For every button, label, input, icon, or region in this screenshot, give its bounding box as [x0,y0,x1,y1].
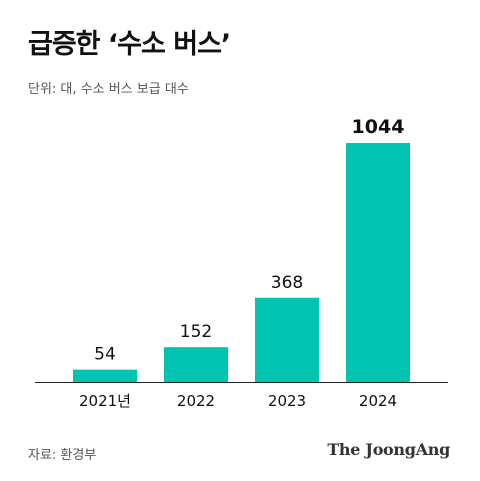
unit-note: 단위: 대, 수소 버스 보급 대수 [28,82,189,97]
value-label-2: 368 [271,273,303,293]
bar-0 [73,369,137,382]
bar-3 [346,143,410,382]
value-label-1: 152 [180,322,212,342]
tick-label-3: 2024 [359,392,397,410]
source-note: 자료: 환경부 [28,448,97,463]
bars-group [73,143,410,382]
publisher-logo: The JoongAng [327,440,450,459]
chart-title: 급증한 ‘수소 버스’ [28,29,231,60]
value-label-0: 54 [94,345,116,365]
tick-labels-group: 2021년 2022 2023 2024 [79,392,397,410]
bar-2 [255,297,319,382]
value-labels-group: 54 152 368 1044 [94,116,404,365]
tick-label-1: 2022 [177,392,215,410]
tick-label-0: 2021년 [79,392,131,410]
value-label-3: 1044 [352,116,405,138]
bar-1 [164,347,228,382]
tick-label-2: 2023 [268,392,306,410]
